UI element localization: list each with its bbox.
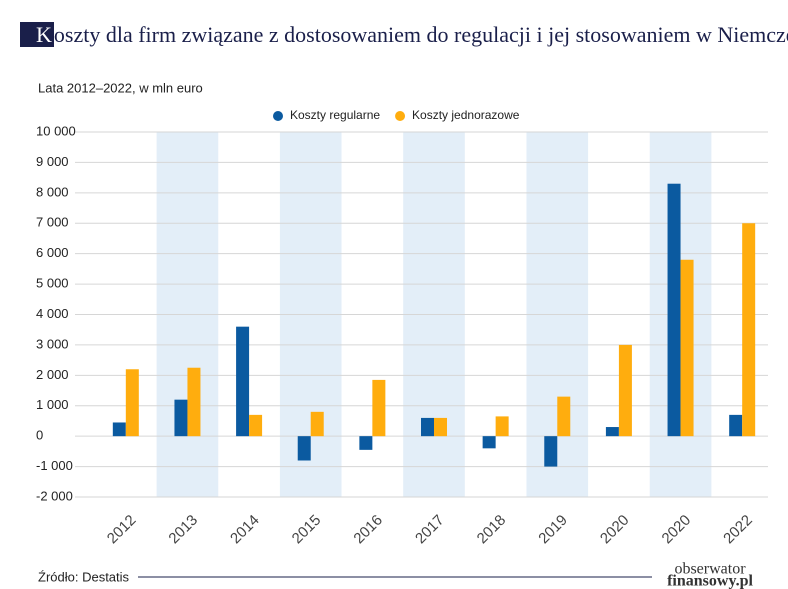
x-tick-label: 2019 (535, 512, 571, 548)
bar (112, 422, 126, 437)
bar (680, 259, 694, 437)
source: Źródło: Destatis (38, 569, 130, 584)
bar (310, 411, 324, 437)
bar (618, 344, 632, 437)
x-tick-label: 2020 (659, 512, 695, 548)
bar (359, 436, 373, 450)
bar (557, 396, 571, 437)
y-tick-label: 1 000 (36, 397, 69, 412)
bar (421, 417, 434, 437)
bar (434, 417, 447, 437)
bar (187, 367, 201, 437)
chart-title: Koszty dla firm związane z dostosowaniem… (36, 22, 788, 47)
x-tick-label: 2014 (227, 512, 263, 548)
y-tick-label: -2 000 (36, 488, 73, 503)
bar (125, 369, 139, 437)
x-tick-label: 2016 (350, 512, 386, 548)
bars (112, 183, 756, 467)
bar (249, 414, 263, 437)
bar (667, 183, 681, 437)
x-tick-label: 2018 (474, 512, 510, 548)
x-tick-label: 2017 (412, 512, 448, 548)
legend-label: Koszty jednorazowe (412, 108, 520, 122)
bar (495, 416, 509, 437)
y-tick-label: 3 000 (36, 336, 69, 351)
bar (742, 223, 756, 437)
y-tick-label: 2 000 (36, 367, 69, 382)
y-tick-label: 9 000 (36, 154, 69, 169)
bar (372, 379, 386, 437)
y-tick-label: 10 000 (36, 123, 76, 138)
x-tick-label: 2022 (720, 512, 756, 548)
bar (729, 414, 743, 437)
logo-line: obserwator (674, 561, 746, 578)
bar (544, 436, 558, 467)
x-tick-label: 2013 (165, 512, 201, 548)
y-tick-label: 0 (36, 428, 43, 443)
y-tick-label: 5 000 (36, 276, 69, 291)
y-tick-label: -1 000 (36, 458, 73, 473)
logo-line: finansowy.pl (667, 573, 753, 589)
x-tick-label: 2015 (289, 512, 325, 548)
bar (482, 436, 496, 449)
y-tick-label: 6 000 (36, 245, 69, 260)
bar (174, 399, 188, 437)
y-tick-label: 4 000 (36, 306, 69, 321)
legend-label: Koszty regularne (290, 108, 380, 122)
legend-marker (273, 111, 283, 121)
bar (605, 427, 619, 437)
x-tick-label: 2012 (104, 512, 140, 548)
x-tick-label: 2020 (597, 512, 633, 548)
bar (236, 326, 250, 437)
y-tick-label: 8 000 (36, 184, 69, 199)
subtitle: Lata 2012–2022, w mln euro (38, 80, 203, 95)
legend-marker (395, 111, 406, 121)
y-tick-label: 7 000 (36, 215, 69, 230)
bar (297, 436, 311, 461)
